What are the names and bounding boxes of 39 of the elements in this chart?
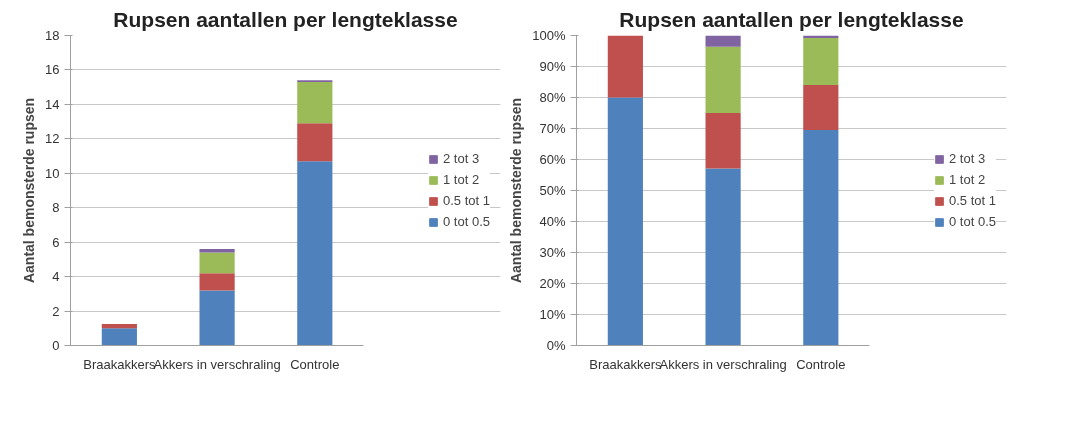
legend-label: 0 tot 0.5 <box>949 214 996 229</box>
y-tick-label: 80% <box>539 90 566 105</box>
x-tick-label: Controle <box>796 356 846 372</box>
y-tick-label: 20% <box>539 276 566 291</box>
y-axis-title: Aantal bemonsterde rupsen <box>508 97 525 284</box>
y-tick-label: 12 <box>45 131 60 147</box>
y-tick-label: 50% <box>539 183 566 198</box>
chart-title: Rupsen aantallen per lengteklasse <box>113 7 458 31</box>
y-tick-label: 10% <box>539 307 566 322</box>
x-tick-label: Braakakkers <box>83 356 156 372</box>
y-tick-label: 4 <box>52 269 60 285</box>
y-tick-label: 70% <box>539 121 566 136</box>
x-tick-label: Akkers in verschraling <box>153 356 281 372</box>
x-tick-label: Akkers in verschraling <box>659 356 787 372</box>
y-tick-label: 90% <box>539 59 566 74</box>
legend-label: 0.5 tot 1 <box>443 193 490 208</box>
y-tick-label: 0 <box>52 338 60 353</box>
y-tick-label: 6 <box>52 234 60 250</box>
y-tick-label: 100% <box>532 28 566 43</box>
y-tick-label: 14 <box>45 96 60 112</box>
legend-label: 0.5 tot 1 <box>949 193 996 208</box>
legend-label: 1 tot 2 <box>443 172 480 187</box>
y-tick-label: 40% <box>539 214 566 229</box>
chart-title: Rupsen aantallen per lengteklasse <box>619 7 964 31</box>
legend-label: 1 tot 2 <box>949 172 986 187</box>
y-tick-label: 8 <box>52 200 60 216</box>
x-tick-label: Braakakkers <box>589 356 662 372</box>
legend-label: 0 tot 0.5 <box>443 214 490 229</box>
y-tick-label: 60% <box>539 152 566 167</box>
legend-label: 2 tot 3 <box>949 151 986 166</box>
x-tick-label: Controle <box>290 356 340 372</box>
y-tick-label: 16 <box>45 62 60 78</box>
y-tick-label: 2 <box>52 303 60 319</box>
y-tick-label: 18 <box>45 28 60 43</box>
y-axis-title: Aantal bemonsterde rupsen <box>21 97 38 284</box>
y-tick-label: 30% <box>539 245 566 260</box>
legend-label: 2 tot 3 <box>443 151 480 166</box>
y-tick-label: 0% <box>546 338 566 353</box>
y-tick-label: 10 <box>45 165 60 181</box>
